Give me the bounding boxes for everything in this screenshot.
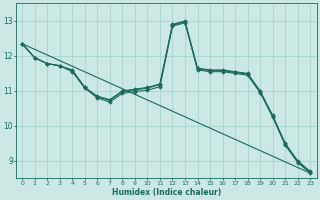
X-axis label: Humidex (Indice chaleur): Humidex (Indice chaleur) — [112, 188, 221, 197]
